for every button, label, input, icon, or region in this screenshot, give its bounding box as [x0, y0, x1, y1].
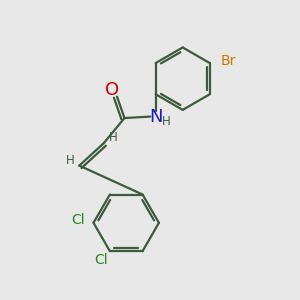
Text: H: H — [162, 116, 170, 128]
Text: H: H — [65, 154, 74, 167]
Text: H: H — [109, 131, 118, 145]
Text: Br: Br — [221, 54, 236, 68]
Text: O: O — [105, 81, 119, 99]
Text: Cl: Cl — [71, 213, 85, 227]
Text: N: N — [149, 108, 162, 126]
Text: Cl: Cl — [94, 253, 108, 267]
